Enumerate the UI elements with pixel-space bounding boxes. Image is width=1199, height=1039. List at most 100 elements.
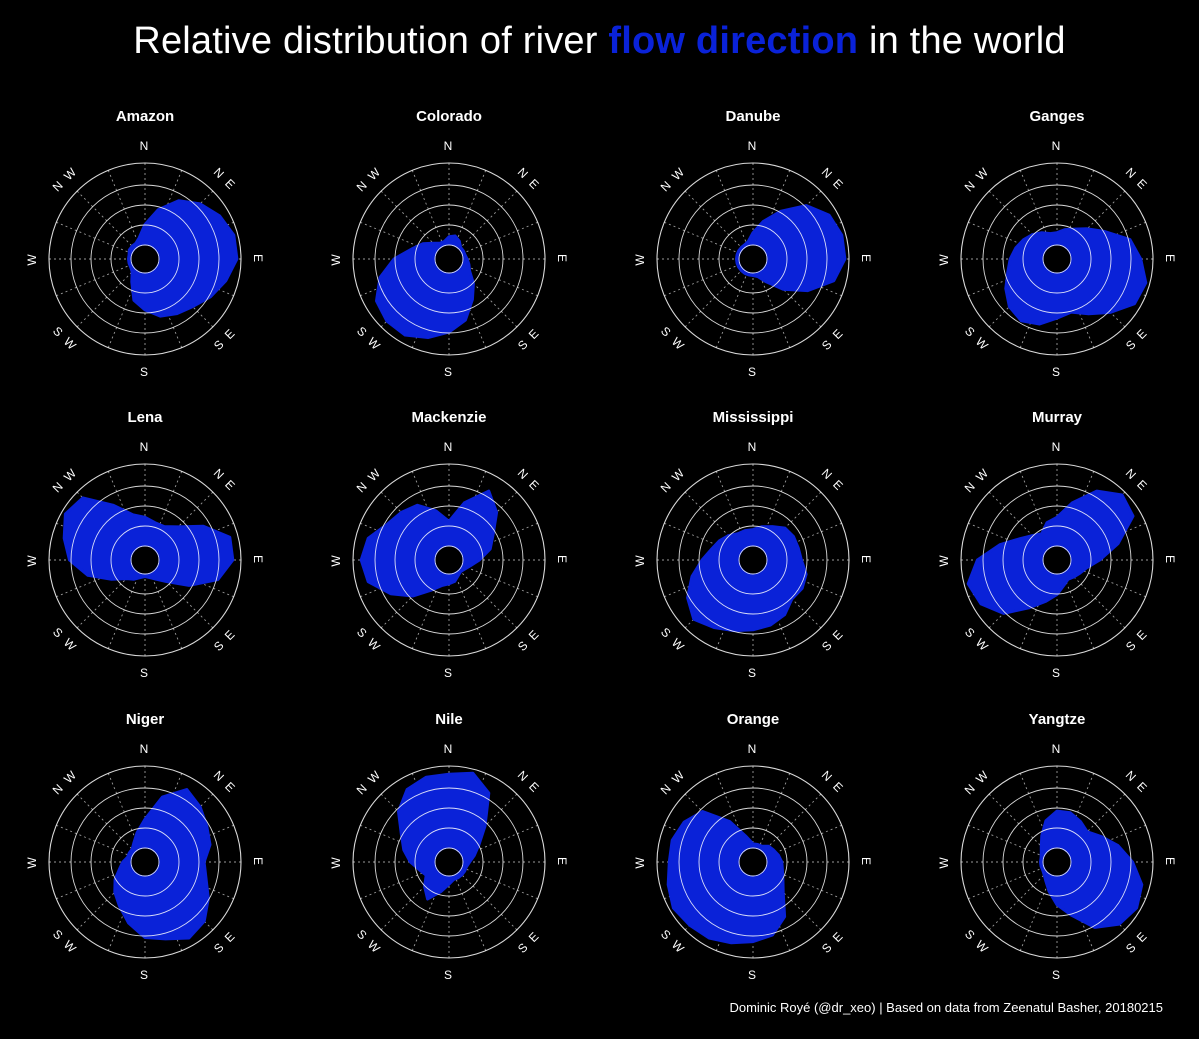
panel-ganges: Ganges N N E E S E S S W W N W <box>912 108 1199 410</box>
direction-label: S <box>444 365 454 379</box>
source-caption: Dominic Royé (@dr_xeo) | Based on data f… <box>729 1000 1163 1015</box>
direction-label: N <box>1052 139 1063 153</box>
direction-label: S W <box>354 625 384 655</box>
panel-title: Murray <box>1031 409 1083 426</box>
polar-plot: N N E E S E S S W W N W <box>937 440 1177 680</box>
direction-label: S W <box>50 324 80 354</box>
direction-label: N W <box>658 465 689 496</box>
direction-label: N W <box>354 164 385 195</box>
direction-label: S W <box>50 927 80 957</box>
grid-ring <box>656 765 850 959</box>
spoke-line <box>360 824 437 858</box>
grid-ring <box>1002 505 1112 615</box>
direction-label: N <box>444 139 455 153</box>
direction-label: N W <box>658 164 689 195</box>
spoke-line <box>684 491 744 551</box>
direction-label: N <box>140 742 151 756</box>
spoke-line <box>458 190 518 250</box>
spoke-line <box>107 572 141 649</box>
panel-nile: Nile N N E E S E S S W W N W <box>304 711 608 1013</box>
spoke-line <box>360 221 437 255</box>
spoke-line <box>380 871 440 931</box>
spoke-line <box>757 471 791 548</box>
spoke-line <box>149 572 183 649</box>
spoke-line <box>461 263 538 297</box>
spoke-line <box>715 271 749 348</box>
spoke-line <box>453 170 487 247</box>
direction-label: S E <box>1123 928 1151 956</box>
direction-label: S W <box>658 927 688 957</box>
flow-area <box>666 810 787 945</box>
grid-ring <box>982 787 1132 937</box>
polar-plot: N N E E S E S S W W N W <box>937 139 1177 379</box>
polar-plot: N N E E S E S S W W N W <box>329 742 569 982</box>
direction-label: S W <box>354 324 384 354</box>
title-prefix: Relative distribution of river <box>133 20 598 62</box>
grid-ring <box>374 485 524 635</box>
panel-niger: Niger N N E E S E S S W W N W <box>0 711 304 1013</box>
grid-ring <box>394 505 504 615</box>
spoke-line <box>76 190 136 250</box>
panel-mississippi: Mississippi N N E E S E S S W W N W <box>608 409 912 711</box>
direction-label: E <box>251 857 265 867</box>
grid-ring <box>130 244 160 274</box>
direction-label: S W <box>962 625 992 655</box>
grid-ring <box>1002 204 1112 314</box>
grid-ring <box>48 162 242 356</box>
panel-orange: Orange N N E E S E S S W W N W <box>608 711 912 1013</box>
grid-ring <box>352 765 546 959</box>
grid-ring <box>48 463 242 657</box>
spoke-line <box>76 793 136 853</box>
direction-label: W <box>937 855 951 868</box>
spoke-line <box>76 268 136 328</box>
spoke-line <box>154 569 214 629</box>
grid-ring <box>960 765 1154 959</box>
spoke-line <box>968 221 1045 255</box>
grid-ring <box>1022 827 1092 897</box>
spoke-line <box>380 569 440 629</box>
panel-title: Nile <box>435 711 463 728</box>
spoke-line <box>458 793 518 853</box>
spoke-line <box>664 263 741 297</box>
panel-title: Mackenzie <box>411 409 487 426</box>
flow-area <box>127 199 239 318</box>
direction-label: N <box>748 742 759 756</box>
grid-ring <box>656 162 850 356</box>
spoke-line <box>107 773 141 850</box>
grid-ring <box>718 224 788 294</box>
direction-label: N E <box>515 466 543 494</box>
direction-label: N E <box>819 768 847 796</box>
polar-plot: N N E E S E S S W W N W <box>633 742 873 982</box>
direction-label: S <box>140 666 150 680</box>
center-hole <box>435 848 463 876</box>
spoke-line <box>411 874 445 951</box>
spoke-line <box>988 491 1048 551</box>
direction-label: S W <box>658 324 688 354</box>
spoke-line <box>76 871 136 931</box>
spoke-line <box>988 793 1048 853</box>
spoke-line <box>1019 572 1053 649</box>
polar-plot: N N E E S E S S W W N W <box>25 742 265 982</box>
spoke-line <box>56 824 133 858</box>
panel-title: Niger <box>125 711 165 728</box>
direction-label: N E <box>211 768 239 796</box>
polar-plot: N N E E S E S S W W N W <box>633 139 873 379</box>
spoke-line <box>1066 190 1126 250</box>
direction-label: S <box>444 968 454 982</box>
spoke-line <box>684 268 744 328</box>
direction-label: N E <box>1123 466 1151 494</box>
spoke-line <box>154 491 214 551</box>
spoke-line <box>968 522 1045 556</box>
flow-area <box>62 496 235 587</box>
direction-label: N W <box>50 465 81 496</box>
spoke-line <box>149 471 183 548</box>
panel-title: Mississippi <box>712 409 794 426</box>
grid-ring <box>678 184 828 334</box>
spoke-line <box>1019 773 1053 850</box>
direction-label: E <box>555 254 569 264</box>
direction-label: N E <box>1123 768 1151 796</box>
grid-ring <box>110 224 180 294</box>
spoke-line <box>988 190 1048 250</box>
direction-label: W <box>633 553 647 566</box>
grid-ring <box>434 847 464 877</box>
